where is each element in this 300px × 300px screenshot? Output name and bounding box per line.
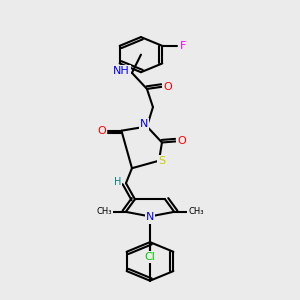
Text: H: H [114, 177, 121, 187]
Text: F: F [180, 41, 186, 51]
Text: NH: NH [113, 66, 130, 76]
Text: Cl: Cl [145, 252, 155, 262]
Text: N: N [140, 119, 148, 129]
Text: S: S [158, 156, 166, 166]
Text: O: O [164, 82, 172, 92]
Text: O: O [98, 126, 106, 136]
Text: N: N [146, 212, 154, 223]
Text: CH₃: CH₃ [188, 207, 204, 216]
Text: O: O [177, 136, 186, 146]
Text: CH₃: CH₃ [96, 207, 112, 216]
